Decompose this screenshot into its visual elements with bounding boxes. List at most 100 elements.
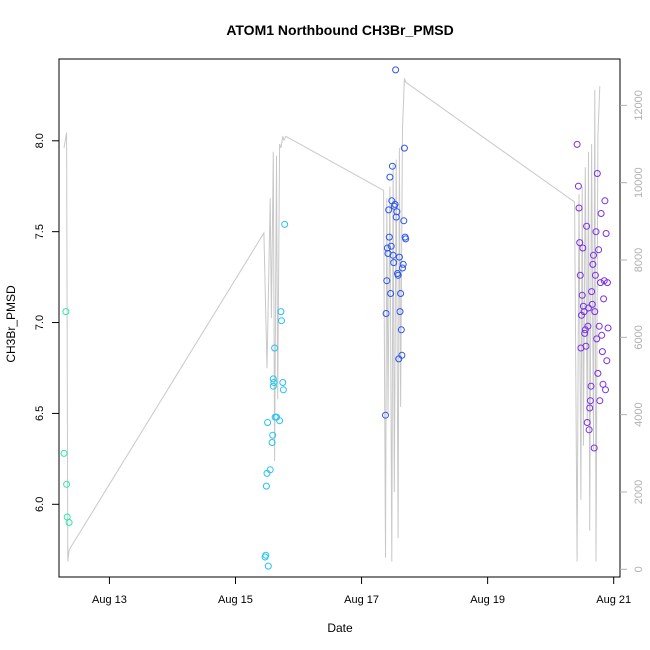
data-point-series-3-0 [573, 140, 581, 148]
data-point-series-3-38 [598, 331, 606, 339]
data-point-series-2-15 [391, 200, 399, 208]
data-point-series-3-48 [604, 324, 612, 332]
data-point-series-3-24 [589, 260, 597, 268]
data-point-series-2-27 [399, 264, 406, 272]
y2-tick-label-6: 12000 [633, 90, 645, 121]
data-point-series-2-9 [387, 242, 395, 250]
x-tick-label-0: Aug 13 [92, 594, 127, 606]
data-point-series-3-1 [574, 182, 582, 190]
data-point-series-0-4 [65, 519, 73, 526]
y2-tick-label-5: 10000 [633, 167, 645, 198]
data-point-series-1-5 [264, 562, 272, 570]
data-point-series-3-20 [586, 397, 594, 405]
data-point-series-2-2 [383, 277, 391, 285]
data-point-series-2-24 [397, 290, 405, 297]
data-point-series-3-21 [587, 382, 595, 390]
x-tick-label-4: Aug 21 [596, 594, 631, 606]
data-point-series-3-28 [591, 271, 599, 279]
points-layer [60, 66, 612, 570]
data-point-series-3-27 [591, 308, 599, 316]
data-point-series-2-29 [400, 217, 408, 225]
data-point-series-2-18 [393, 208, 401, 216]
data-point-series-2-13 [390, 259, 398, 267]
y2-tick-label-3: 6000 [633, 325, 645, 349]
data-point-series-3-36 [597, 279, 604, 287]
data-point-series-3-41 [600, 295, 608, 303]
data-point-series-2-6 [385, 233, 393, 241]
axis-layer: Aug 13 Aug 15 Aug 17 Aug 19 Aug 21 6.0 6.5 7.0 7… [34, 90, 645, 606]
y-axis-label: CH3Br_PMSD [4, 285, 18, 363]
data-point-series-3-19 [586, 404, 594, 412]
data-point-series-1-20 [281, 220, 289, 228]
data-point-series-1-3 [263, 469, 271, 477]
data-point-series-2-1 [382, 310, 390, 317]
data-point-series-3-32 [594, 369, 602, 377]
data-point-series-3-23 [588, 300, 596, 308]
data-point-series-2-23 [396, 308, 404, 316]
data-point-series-3-46 [603, 357, 611, 365]
y-tick-label-2: 7.0 [34, 315, 46, 330]
plot-frame [58, 58, 621, 578]
data-point-series-2-8 [387, 290, 395, 297]
data-point-series-2-32 [402, 235, 410, 243]
data-point-series-3-3 [576, 239, 584, 247]
x-tick-label-2: Aug 17 [344, 594, 379, 606]
y2-tick-label-4: 8000 [633, 248, 645, 272]
data-point-series-1-2 [262, 482, 270, 490]
data-point-series-3-7 [578, 291, 586, 299]
data-point-series-0-2 [63, 480, 71, 488]
data-point-series-1-17 [278, 317, 285, 325]
data-point-series-1-18 [279, 379, 287, 386]
data-point-series-3-8 [579, 244, 587, 252]
secondary-line-layer [63, 78, 601, 562]
data-point-series-2-30 [400, 144, 408, 152]
data-point-series-3-40 [599, 380, 607, 388]
data-point-series-3-44 [602, 386, 609, 394]
data-point-series-2-26 [398, 351, 406, 359]
data-point-series-3-22 [588, 288, 596, 296]
data-point-series-2-0 [382, 411, 389, 419]
data-point-series-1-4 [264, 419, 272, 426]
data-point-series-2-16 [392, 66, 400, 74]
data-point-series-1-10 [269, 375, 277, 383]
data-point-series-0-1 [62, 308, 70, 316]
y2-tick-label-2: 4000 [633, 402, 645, 426]
data-point-series-3-11 [581, 329, 589, 337]
x-axis-label: Date [327, 621, 353, 635]
data-point-series-2-7 [386, 173, 394, 181]
data-point-series-3-18 [585, 426, 593, 434]
data-point-series-1-12 [271, 344, 279, 352]
data-point-series-3-4 [576, 271, 584, 279]
data-point-series-1-8 [269, 431, 277, 439]
data-point-series-0-0 [60, 449, 68, 457]
data-point-series-1-7 [268, 439, 276, 446]
data-point-series-3-13 [582, 342, 590, 350]
data-point-series-3-14 [583, 222, 591, 230]
data-point-series-2-22 [395, 253, 403, 261]
y-tick-label-0: 6.0 [34, 497, 46, 512]
y2-tick-label-0: 0 [633, 566, 645, 572]
data-point-series-3-37 [597, 210, 605, 217]
data-point-series-3-25 [590, 251, 597, 259]
data-point-series-2-17 [392, 213, 400, 221]
data-point-series-3-29 [592, 228, 600, 236]
data-point-series-3-47 [603, 279, 611, 287]
y2-tick-label-1: 2000 [633, 480, 645, 504]
data-point-series-2-11 [388, 162, 396, 170]
y-tick-label-4: 8.0 [34, 133, 46, 148]
data-point-series-3-45 [602, 230, 610, 237]
data-point-series-1-6 [266, 466, 274, 474]
chart-title: ATOM1 Northbound CH3Br_PMSD [226, 22, 453, 38]
data-point-series-2-25 [397, 326, 405, 334]
data-point-series-3-16 [584, 322, 592, 330]
secondary-series-line [63, 78, 601, 562]
y-tick-label-3: 7.5 [34, 224, 46, 239]
x-tick-label-1: Aug 15 [218, 594, 253, 606]
data-point-series-3-31 [593, 170, 601, 177]
data-point-series-3-30 [593, 335, 601, 343]
data-point-series-3-10 [580, 308, 588, 316]
data-point-series-3-15 [583, 419, 591, 426]
data-point-series-3-39 [598, 348, 606, 356]
data-point-series-1-16 [277, 308, 285, 316]
